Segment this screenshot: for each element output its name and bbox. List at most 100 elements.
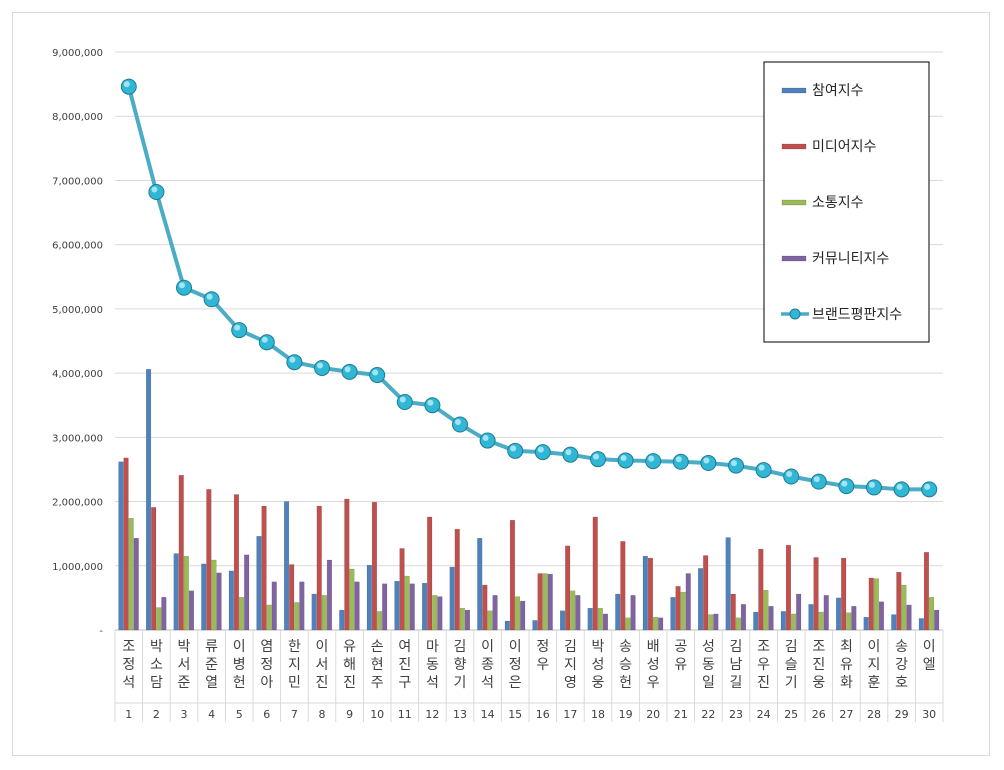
bar-4-26 [823,595,829,631]
rank-label: 11 [398,708,412,721]
rank-label: 8 [319,708,326,721]
bar-3-25 [791,613,797,631]
x-axis: 조 정 석 1 박 소 담 2 박 서 준 3 류 준 열 4 이 병 헌 5 염 정 아 6 한 지 민 7 이 서 진 8 유 해 진 9 손 현 주 1… [114,630,944,722]
bar-3-21 [680,591,686,631]
line-series [120,78,938,498]
bar-4-22 [713,613,719,631]
point-18 [590,451,606,468]
bar-1-17 [560,610,566,631]
bar-2-25 [785,545,791,631]
rank-label: 19 [619,708,633,721]
bar-4-29 [906,604,912,631]
rank-label: 12 [425,708,439,721]
bar-3-13 [459,607,465,631]
point-highlight [731,460,737,467]
bar-2-21 [675,586,681,631]
bar-1-19 [615,593,621,631]
bar-4-17 [575,595,581,631]
bar-2-18 [592,516,598,631]
point-30 [921,481,938,498]
bar-4-15 [520,600,526,631]
bar-1-1 [118,461,124,631]
bar-1-18 [587,607,593,631]
point-11 [396,394,413,411]
bar-2-4 [206,489,212,631]
bar-1-28 [863,616,869,631]
legend-swatch-4 [781,255,807,262]
bar-1-3 [173,553,179,631]
point-27 [838,478,855,495]
rank-label: 10 [370,708,384,721]
bar-3-30 [929,597,935,631]
bar-3-29 [901,584,907,631]
y-tick-label: 7,000,000 [52,176,103,187]
bar-2-24 [758,548,764,631]
bar-1-12 [422,582,428,631]
point-3 [176,279,192,296]
point-9 [341,363,358,380]
point-highlight [896,483,903,490]
y-tick-label: 9,000,000 [52,48,103,59]
point-2 [148,184,165,201]
rank-label: 13 [453,708,467,721]
legend-marker [789,308,801,320]
bar-2-15 [509,519,516,631]
bar-1-14 [477,537,483,631]
rank-label: 1 [125,708,132,721]
bar-1-11 [394,580,400,631]
y-tick-label: 4,000,000 [52,369,103,380]
point-highlight [399,396,406,403]
bar-1-27 [836,597,842,631]
bar-3-8 [321,595,327,631]
rank-label: 22 [701,708,715,721]
point-12 [424,397,441,414]
rank-label: 17 [563,708,577,721]
bar-3-5 [238,597,245,631]
bar-3-11 [404,575,410,631]
rank-label: 28 [867,708,881,721]
point-highlight [648,455,655,462]
bar-3-4 [211,559,217,631]
rank-label: 25 [784,708,798,721]
bar-2-9 [344,498,350,631]
bar-2-16 [537,573,543,631]
bar-1-20 [642,555,648,631]
bar-4-20 [658,617,664,631]
point-21 [672,453,689,470]
point-highlight [565,449,572,456]
bar-3-26 [818,611,824,631]
legend-swatch-2 [781,143,807,150]
rank-label: 23 [729,708,743,721]
bar-2-23 [730,593,736,631]
bar-4-19 [630,595,636,631]
bar-3-28 [873,578,879,631]
bar-4-8 [326,559,333,631]
y-tick-label: - [99,626,103,637]
bar-4-28 [878,601,884,631]
point-4 [203,291,220,308]
point-highlight [620,454,627,461]
point-1 [120,78,137,95]
point-highlight [675,456,682,463]
bar-2-29 [896,572,902,631]
point-24 [755,462,772,479]
bar-2-8 [316,505,322,631]
y-tick-label: 8,000,000 [52,112,103,123]
